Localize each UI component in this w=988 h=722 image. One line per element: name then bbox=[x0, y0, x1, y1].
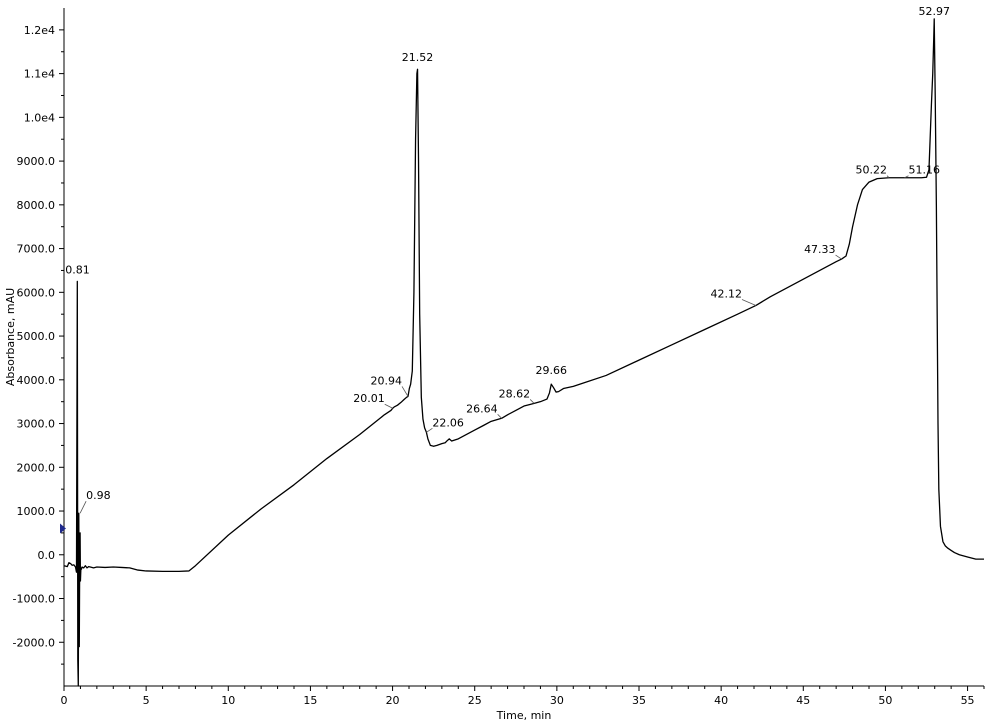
peak-label: 51.16 bbox=[908, 164, 940, 177]
x-tick-label: 15 bbox=[303, 694, 317, 707]
y-tick-label: 5000.0 bbox=[17, 330, 56, 343]
peak-label: 20.94 bbox=[371, 374, 403, 387]
y-tick-label: 7000.0 bbox=[17, 243, 56, 256]
x-tick-label: 45 bbox=[796, 694, 810, 707]
peak-leader-line bbox=[79, 501, 87, 514]
x-axis-title: Time, min bbox=[496, 709, 552, 722]
x-tick-label: 0 bbox=[61, 694, 68, 707]
peak-leader-line bbox=[497, 414, 502, 419]
y-tick-label: -1000.0 bbox=[13, 593, 55, 606]
x-tick-label: 55 bbox=[961, 694, 975, 707]
peak-leader-line bbox=[426, 427, 433, 433]
peak-leader-line bbox=[401, 386, 409, 397]
peak-label: 42.12 bbox=[710, 287, 742, 300]
peak-label: 52.97 bbox=[918, 5, 950, 18]
y-tick-label: 8000.0 bbox=[17, 199, 56, 212]
peak-label: 28.62 bbox=[499, 387, 531, 400]
x-tick-label: 35 bbox=[632, 694, 646, 707]
y-ticks: -2000.0 -1000.0 0.0 1000.0 2000.0 3000.0 4000.… bbox=[13, 24, 64, 665]
y-tick-label: 1.0e4 bbox=[24, 111, 55, 124]
y-tick-label: 6000.0 bbox=[17, 286, 56, 299]
x-tick-label: 30 bbox=[550, 694, 564, 707]
y-tick-label: -2000.0 bbox=[13, 636, 55, 649]
y-axis-title: Absorbance, mAU bbox=[4, 288, 17, 386]
y-tick-label: 4000.0 bbox=[17, 374, 56, 387]
y-tick-label: 2000.0 bbox=[17, 461, 56, 474]
x-tick-label: 10 bbox=[221, 694, 235, 707]
y-tick-label: 1.2e4 bbox=[24, 24, 55, 37]
x-tick-label: 50 bbox=[878, 694, 892, 707]
y-tick-label: 3000.0 bbox=[17, 418, 56, 431]
y-tick-label: 1.1e4 bbox=[24, 68, 55, 81]
baseline-marker-icon bbox=[60, 523, 66, 534]
marker bbox=[60, 523, 66, 534]
y-tick-label: 0.0 bbox=[38, 549, 56, 562]
x-tick-label: 25 bbox=[468, 694, 482, 707]
peak-label: 20.01 bbox=[353, 392, 385, 405]
peak-label: 26.64 bbox=[466, 402, 498, 415]
peak-label: 47.33 bbox=[804, 243, 836, 256]
peak-label: 21.52 bbox=[402, 51, 434, 64]
x-tick-label: 20 bbox=[386, 694, 400, 707]
peak-leader-line bbox=[904, 175, 909, 179]
x-ticks: 0 5 10 15 20 25 30 35 40 45 50 55 bbox=[61, 686, 985, 707]
axes bbox=[63, 8, 984, 687]
peak-label: 0.98 bbox=[86, 489, 111, 502]
x-tick-label: 5 bbox=[143, 694, 150, 707]
peak-label: 0.81 bbox=[65, 263, 90, 276]
chromatogram-trace bbox=[63, 18, 984, 687]
peak-leader-line bbox=[886, 175, 890, 179]
trace bbox=[63, 18, 984, 687]
peak-leader-line bbox=[741, 299, 757, 306]
peak-label: 29.66 bbox=[536, 364, 568, 377]
x-tick-label: 40 bbox=[714, 694, 728, 707]
y-tick-label: 9000.0 bbox=[17, 155, 56, 168]
peak-leader-line bbox=[384, 403, 393, 409]
peak-label: 50.22 bbox=[856, 164, 888, 177]
peak-leader-line bbox=[529, 399, 535, 404]
peak-label: 22.06 bbox=[432, 416, 464, 429]
y-tick-label: 1000.0 bbox=[17, 505, 56, 518]
peak-leader-line bbox=[835, 254, 842, 260]
